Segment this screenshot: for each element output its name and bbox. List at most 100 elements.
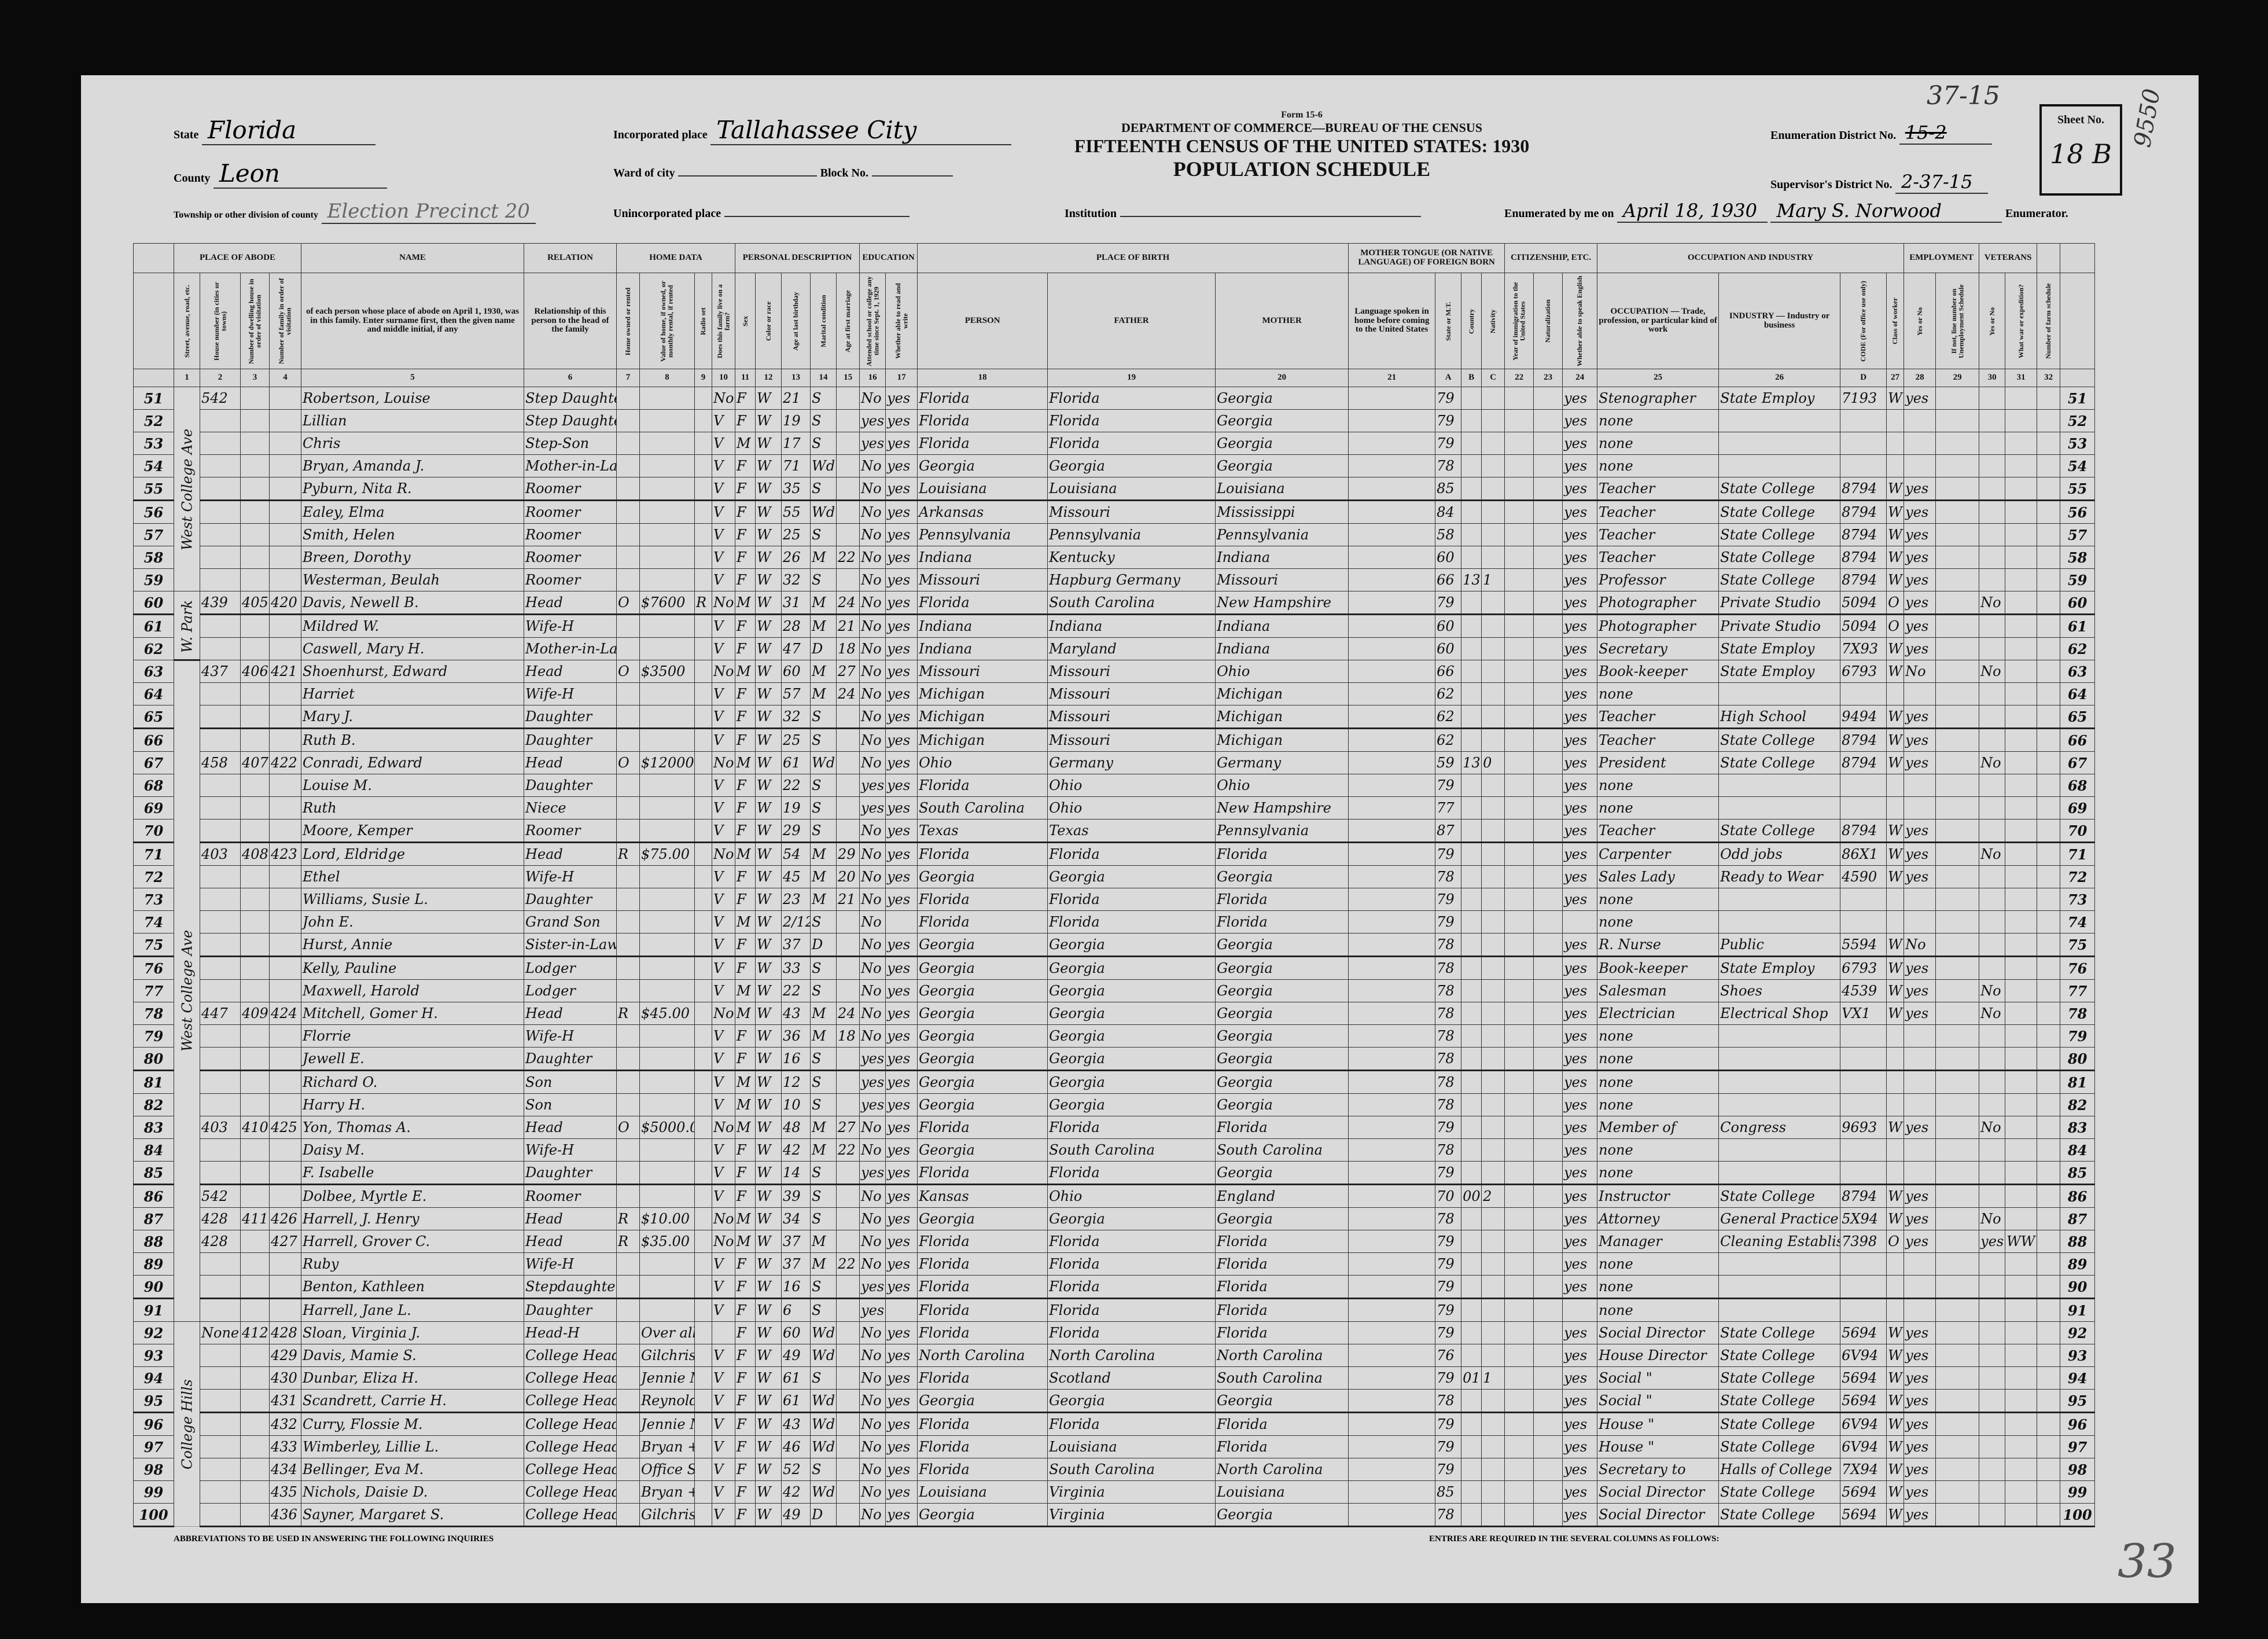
sex: M — [735, 910, 756, 934]
school: No — [859, 705, 886, 729]
naturalization — [1533, 500, 1563, 524]
table-row: 65 Mary J. Daughter V F W 32 S No yes Michigan Miss… — [133, 705, 2096, 729]
street-name: College Hills — [174, 1321, 200, 1527]
dwelling-number — [240, 1298, 270, 1322]
mother-tongue — [1348, 888, 1436, 911]
birthplace-father: Georgia — [1047, 1024, 1216, 1048]
speaks-english: yes — [1562, 1480, 1598, 1504]
relation: Stepdaughter — [524, 1275, 617, 1299]
family-number: 433 — [268, 1435, 302, 1458]
school: No — [859, 568, 886, 591]
literacy: yes — [885, 1321, 918, 1344]
age: 42 — [781, 1138, 811, 1162]
speaks-english: yes — [1562, 705, 1598, 729]
farm-schedule — [2037, 1093, 2061, 1116]
occupation: Stenographer — [1597, 387, 1720, 410]
code-d: 5094 — [1840, 614, 1887, 638]
birthplace-mother: Georgia — [1215, 956, 1349, 980]
column-number-birthplace-person: 18 — [917, 369, 1048, 387]
line-number: 84 — [133, 1138, 174, 1162]
code-d: 8794 — [1840, 500, 1887, 524]
literacy: yes — [885, 1344, 918, 1367]
relation: Wife-H — [524, 614, 617, 638]
veteran — [1979, 387, 2006, 410]
farm-schedule — [2037, 1161, 2061, 1185]
code-d — [1840, 1138, 1887, 1162]
mother-tongue — [1348, 910, 1436, 934]
farm-schedule — [2037, 1070, 2061, 1094]
literacy: yes — [885, 1480, 918, 1504]
house-number: 403 — [200, 1116, 241, 1139]
column-header-code-a: State or M.T. — [1435, 273, 1462, 369]
birthplace-father: Virginia — [1047, 1480, 1216, 1504]
speaks-english: yes — [1562, 1412, 1598, 1436]
family-number: 436 — [268, 1503, 302, 1527]
code-d — [1840, 774, 1887, 797]
war — [2005, 523, 2038, 546]
home-tenure — [616, 1344, 640, 1367]
home-tenure — [616, 888, 640, 911]
farm-schedule — [2037, 1138, 2061, 1162]
farm: V — [712, 1435, 736, 1458]
column-number-sex: 11 — [735, 369, 756, 387]
radio — [694, 1275, 713, 1299]
school: No — [859, 1321, 886, 1344]
home-tenure — [616, 546, 640, 569]
literacy: yes — [885, 454, 918, 477]
house-number — [200, 979, 241, 1002]
farm-schedule — [2037, 888, 2061, 911]
code-b — [1461, 1002, 1482, 1025]
literacy: yes — [885, 842, 918, 866]
literacy: yes — [885, 1161, 918, 1185]
race: W — [755, 500, 782, 524]
age: 21 — [781, 387, 811, 410]
home-tenure — [616, 819, 640, 843]
school: No — [859, 842, 886, 866]
farm: V — [712, 888, 736, 911]
relation: Head — [524, 1207, 617, 1230]
farm-schedule — [2037, 660, 2061, 683]
birthplace-mother: Missouri — [1215, 568, 1349, 591]
house-number — [200, 910, 241, 934]
code-d: 6793 — [1840, 660, 1887, 683]
column-number-literacy: 17 — [885, 369, 918, 387]
mother-tongue — [1348, 1252, 1436, 1276]
birthplace-father: Florida — [1047, 1230, 1216, 1253]
birthplace-person: North Carolina — [917, 1344, 1048, 1367]
code-b — [1461, 1093, 1482, 1116]
war — [2005, 546, 2038, 569]
age: 16 — [781, 1275, 811, 1299]
relation: College Head — [524, 1366, 617, 1390]
code-c — [1481, 1252, 1505, 1276]
war — [2005, 979, 2038, 1002]
line-number-right: 68 — [2060, 774, 2096, 797]
marital-status: M — [810, 842, 837, 866]
column-header-family-number: Number of family in order of visitation — [268, 273, 302, 369]
line-number-right: 87 — [2060, 1207, 2096, 1230]
unemployment-line — [1935, 1093, 1980, 1116]
code-d — [1840, 1252, 1887, 1276]
industry: Private Studio — [1718, 614, 1841, 638]
veteran — [1979, 865, 2006, 888]
dwelling-number — [240, 1480, 270, 1504]
marital-status: S — [810, 910, 837, 934]
home-tenure: O — [616, 591, 640, 615]
table-row: 73 Williams, Susie L. Daughter V F W 23 M 21 No ye… — [133, 888, 2096, 911]
employed: yes — [1904, 956, 1936, 980]
house-number — [200, 819, 241, 843]
population-table: PLACE OF ABODE NAME RELATION HOME DATA PERSO… — [133, 243, 2096, 1527]
industry — [1718, 1252, 1841, 1276]
line-number-right: 53 — [2060, 432, 2096, 455]
column-number-marital-status: 14 — [810, 369, 837, 387]
naturalization — [1533, 1480, 1563, 1504]
name: Davis, Mamie S. — [301, 1344, 525, 1367]
birthplace-person: Georgia — [917, 865, 1048, 888]
age-at-marriage — [836, 1435, 860, 1458]
veteran — [1979, 1298, 2006, 1322]
group-header: OCCUPATION AND INDUSTRY — [1597, 243, 1905, 273]
column-header-name: of each person whose place of abode on A… — [301, 273, 525, 369]
farm: V — [712, 614, 736, 638]
name: Dolbee, Myrtle E. — [301, 1184, 525, 1208]
marital-status: S — [810, 1298, 837, 1322]
